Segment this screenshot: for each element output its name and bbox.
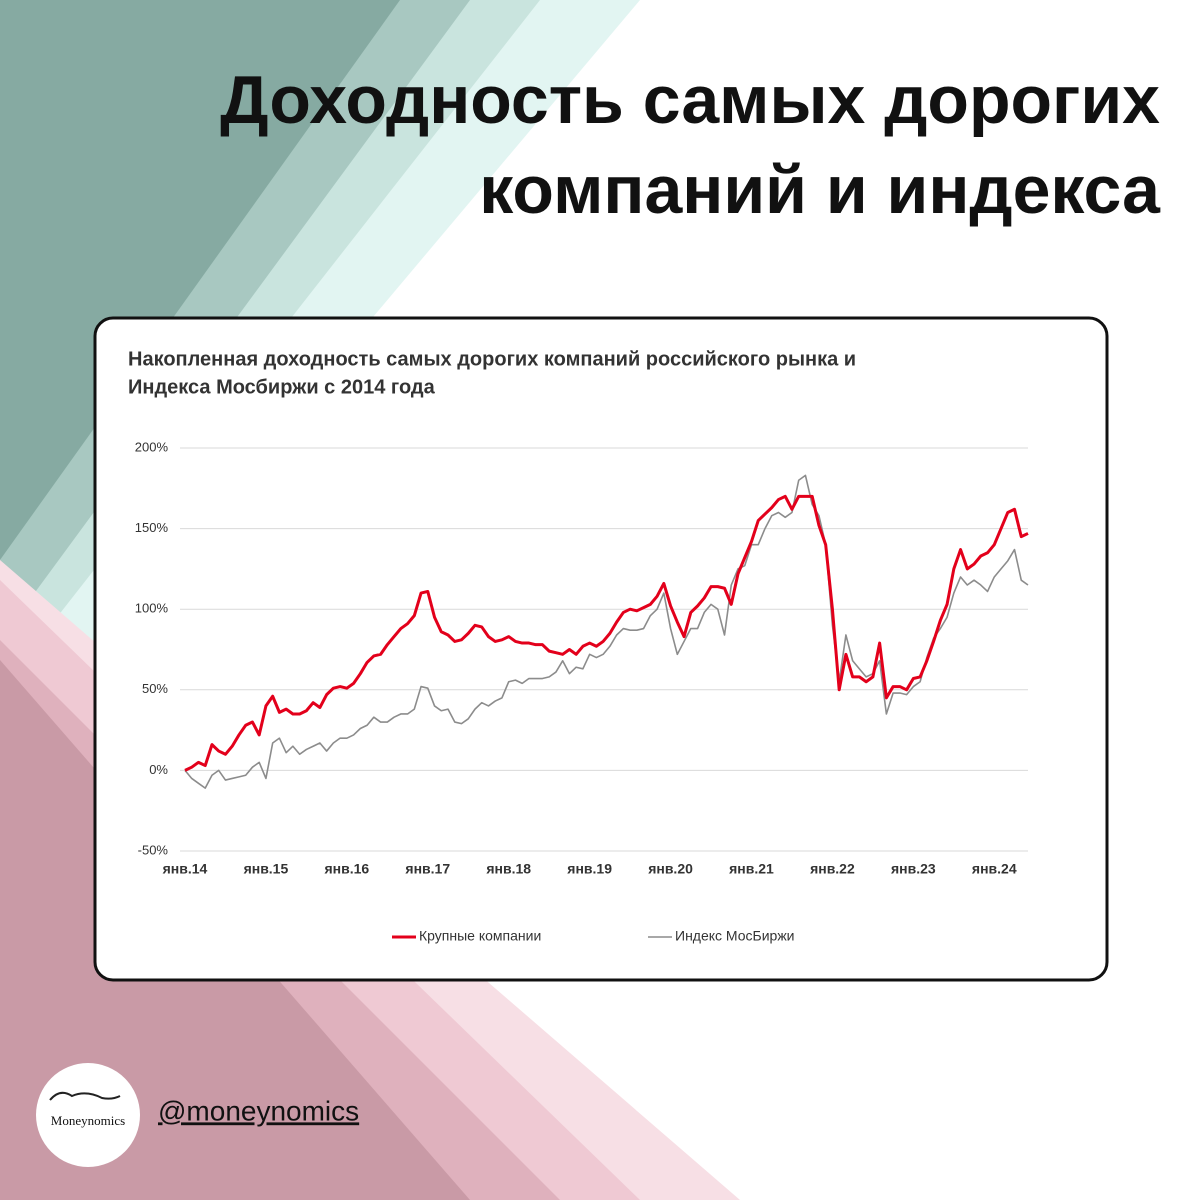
chart-card — [93, 316, 1109, 982]
y-tick-label: 50% — [142, 681, 168, 696]
x-tick-label: янв.17 — [405, 861, 450, 877]
x-tick-label: янв.24 — [972, 861, 1017, 877]
x-tick-label: янв.18 — [486, 861, 531, 877]
chart-title: Накопленная доходность самых дорогих ком… — [128, 348, 856, 370]
x-tick-label: янв.22 — [810, 861, 855, 877]
logo-text: Moneynomics — [51, 1113, 125, 1128]
y-tick-label: -50% — [138, 842, 169, 857]
x-tick-label: янв.20 — [648, 861, 693, 877]
series-line — [184, 494, 1029, 772]
y-tick-label: 200% — [135, 439, 169, 454]
x-tick-label: янв.14 — [163, 861, 208, 877]
logo — [36, 1063, 140, 1167]
chart-title: Индекса Мосбиржи с 2014 года — [128, 376, 436, 398]
y-tick-label: 0% — [149, 762, 168, 777]
x-tick-label: янв.15 — [244, 861, 289, 877]
page-title: компаний и индекса — [479, 152, 1161, 228]
y-tick-label: 100% — [135, 601, 169, 616]
legend-label: Крупные компании — [419, 928, 541, 944]
x-tick-label: янв.16 — [325, 861, 370, 877]
logo-icon — [49, 1091, 121, 1101]
handle: @moneynomics — [158, 1095, 359, 1126]
y-tick-label: 150% — [135, 520, 169, 535]
x-tick-label: янв.23 — [891, 861, 936, 877]
legend-label: Индекс МосБиржи — [675, 928, 795, 944]
x-tick-label: янв.21 — [729, 861, 774, 877]
page-title: Доходность самых дорогих — [220, 62, 1160, 138]
x-tick-label: янв.19 — [567, 861, 612, 877]
plot: -50% 0% 50% 100% 150% 200% янв.14 янв.15 янв.16 я… — [135, 439, 1029, 944]
series-line — [184, 474, 1029, 789]
